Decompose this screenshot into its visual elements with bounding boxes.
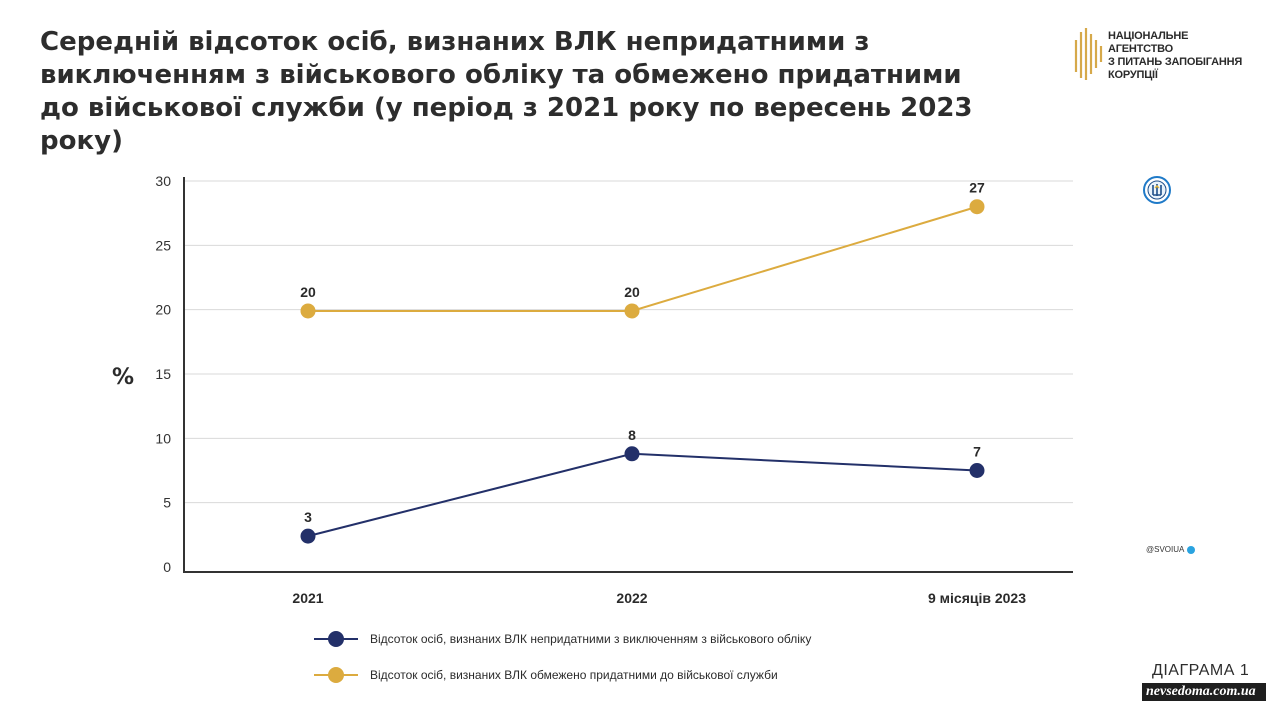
x-tick-label-1: 2022 xyxy=(616,590,647,606)
brand-line-1: НАЦІОНАЛЬНЕ АГЕНТСТВО xyxy=(1108,30,1189,55)
y-tick-label-30: 30 xyxy=(155,173,171,189)
data-label-1-2: 7 xyxy=(973,444,981,460)
site-watermark: nevsedoma.com.ua xyxy=(1142,683,1266,701)
nazk-emblem-icon xyxy=(1074,28,1103,80)
data-point-0-0 xyxy=(300,303,316,319)
series-line-1 xyxy=(307,452,978,538)
data-point-0-1 xyxy=(624,303,640,319)
data-label-1-1: 8 xyxy=(628,427,636,443)
y-tick-label-25: 25 xyxy=(155,237,171,253)
data-point-1-1 xyxy=(624,446,640,462)
social-handle[interactable]: @SVOIUA xyxy=(1146,545,1196,554)
data-label-1-0: 3 xyxy=(304,509,312,525)
page-title: Середній відсоток осіб, визнаних ВЛК неп… xyxy=(40,27,973,156)
y-tick-label-10: 10 xyxy=(155,430,171,446)
y-axis-label: % xyxy=(112,365,134,390)
data-label-0-0: 20 xyxy=(300,284,316,300)
legend-item: Відсоток осіб, визнаних ВЛК обмежено при… xyxy=(314,664,811,686)
channel-logo-icon xyxy=(1143,176,1171,204)
nazk-logo: НАЦІОНАЛЬНЕ АГЕНТСТВО З ПИТАНЬ ЗАПОБІГАН… xyxy=(1072,26,1252,82)
legend-swatch-dot xyxy=(328,667,344,683)
brand-line-3: КОРУПЦІЇ xyxy=(1108,69,1158,81)
social-handle-text: @SVOIUA xyxy=(1146,545,1185,554)
legend-swatch xyxy=(314,631,358,647)
y-tick-label-15: 15 xyxy=(155,366,171,382)
line-chart: 0 5 10 15 20 25 30% 2021 2022 9 місяців 2023 20 20 2… xyxy=(112,173,1073,606)
y-tick-label-20: 20 xyxy=(155,302,171,318)
y-tick-label-5: 5 xyxy=(163,495,171,511)
data-point-1-2 xyxy=(969,463,985,478)
y-tick-label-0: 0 xyxy=(163,559,171,575)
data-label-0-1: 20 xyxy=(624,284,640,300)
data-label-0-2: 27 xyxy=(969,180,985,196)
chart-legend: Відсоток осіб, визнаних ВЛК непридатними… xyxy=(314,628,811,700)
x-tick-label-0: 2021 xyxy=(292,590,323,606)
legend-label: Відсоток осіб, визнаних ВЛК обмежено при… xyxy=(370,668,778,682)
legend-swatch-dot xyxy=(328,631,344,647)
x-tick-label-2: 9 місяців 2023 xyxy=(928,590,1026,606)
legend-item: Відсоток осіб, визнаних ВЛК непридатними… xyxy=(314,628,811,650)
telegram-icon xyxy=(1187,545,1196,554)
diagram-label: ДІАГРАМА 1 xyxy=(1152,662,1250,679)
data-point-0-2 xyxy=(969,199,985,215)
data-point-1-0 xyxy=(300,528,316,544)
series-line-0 xyxy=(308,205,978,312)
legend-label: Відсоток осіб, визнаних ВЛК непридатними… xyxy=(370,632,812,646)
brand-line-2: З ПИТАНЬ ЗАПОБІГАННЯ xyxy=(1108,56,1243,68)
legend-swatch xyxy=(314,667,358,683)
